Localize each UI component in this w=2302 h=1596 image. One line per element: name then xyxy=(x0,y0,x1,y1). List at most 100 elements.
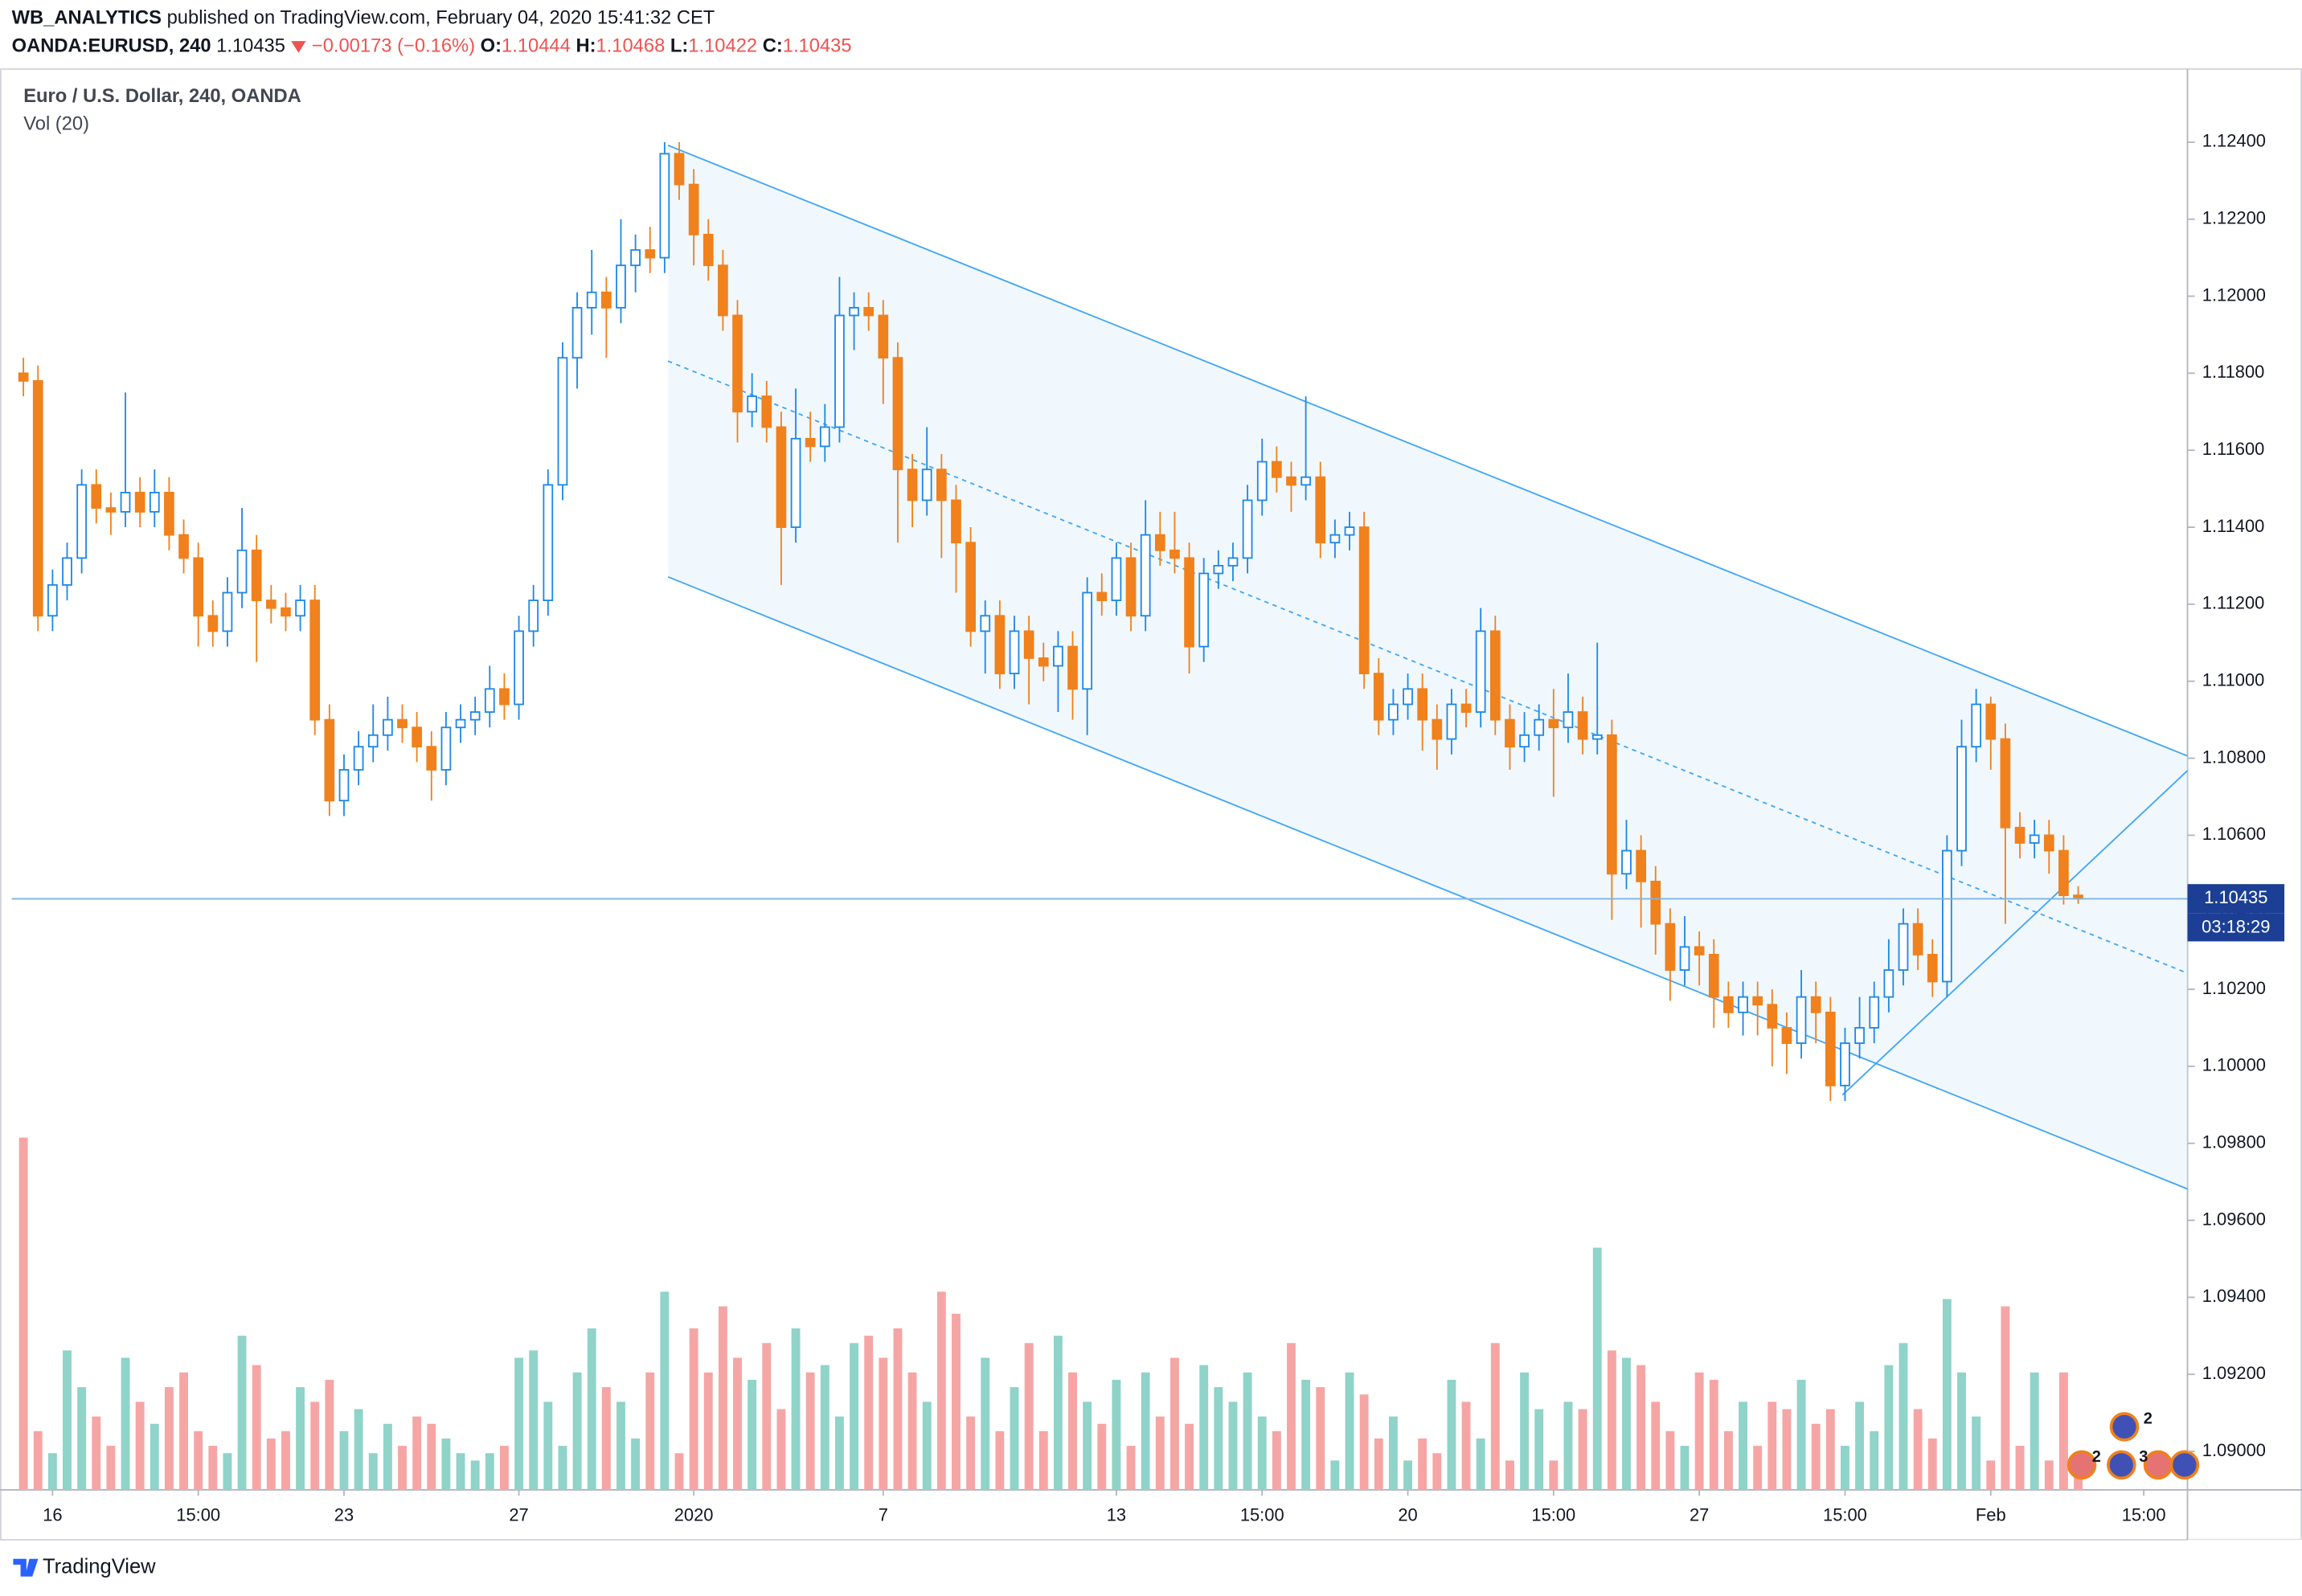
candle-body xyxy=(1198,572,1210,648)
volume-bar xyxy=(864,1336,874,1490)
candle-body xyxy=(1417,688,1428,721)
volume-bar xyxy=(237,1336,247,1490)
volume-bar xyxy=(1825,1409,1835,1490)
volume-bar xyxy=(1520,1372,1530,1490)
last-price-label: 1.10435 xyxy=(2204,887,2267,907)
candle-body xyxy=(645,249,656,259)
event-icon xyxy=(2143,1450,2173,1480)
candle-body xyxy=(309,600,321,721)
candle-body xyxy=(397,718,408,729)
volume-bar xyxy=(1578,1409,1587,1490)
candle-body xyxy=(440,726,452,771)
trend-line xyxy=(1841,770,2189,1096)
y-tick-label: 1.09800 xyxy=(2202,1132,2266,1152)
candle-body xyxy=(1708,953,1719,998)
y-tick-label: 1.11800 xyxy=(2202,362,2265,382)
volume-bar xyxy=(1505,1460,1514,1490)
volume-bar xyxy=(703,1372,713,1490)
candle-body xyxy=(1272,460,1282,478)
x-tick-label: 15:00 xyxy=(1240,1505,1284,1525)
volume-bar xyxy=(1359,1394,1369,1490)
volume-bar xyxy=(354,1409,363,1490)
volume-bar xyxy=(631,1438,641,1490)
chart-frame xyxy=(0,68,2302,1541)
volume-bar xyxy=(1185,1423,1194,1490)
candle-body xyxy=(1665,923,1676,971)
candle-body xyxy=(2043,834,2054,852)
candle-body xyxy=(761,395,772,428)
x-tick-label: 15:00 xyxy=(1823,1505,1867,1525)
candle-body xyxy=(543,484,554,602)
volume-bar xyxy=(762,1343,772,1490)
symbol: OANDA:EURUSD, 240 xyxy=(12,36,211,57)
candle-body xyxy=(2000,738,2011,829)
candle-body xyxy=(134,492,145,513)
candle-body xyxy=(1505,718,1515,748)
candle-body xyxy=(499,688,510,706)
volume-bar xyxy=(47,1453,57,1490)
volume-bar xyxy=(850,1343,859,1490)
candle-body xyxy=(1854,1027,1865,1045)
candle-body xyxy=(1912,923,1923,956)
candle-body xyxy=(1738,996,1748,1013)
candle-body xyxy=(1825,1011,1836,1087)
volume-bar xyxy=(1447,1379,1456,1490)
volume-bar xyxy=(1986,1460,1996,1490)
candle-body xyxy=(907,469,918,501)
candle-body xyxy=(149,492,160,513)
volume-label: Vol (20) xyxy=(23,114,89,135)
y-tick-label: 1.09400 xyxy=(2202,1286,2266,1306)
x-tick-label: Feb xyxy=(1976,1505,2006,1525)
volume-bar xyxy=(1651,1402,1661,1490)
x-tick-label: 27 xyxy=(1690,1505,1709,1525)
volume-bar xyxy=(1272,1430,1281,1490)
volume-bar xyxy=(922,1402,932,1490)
volume-bar xyxy=(252,1365,261,1490)
candle-body xyxy=(1096,591,1108,602)
volume-bar xyxy=(1155,1416,1165,1490)
candle-body xyxy=(1432,718,1443,740)
volume-bar xyxy=(1476,1438,1485,1490)
candle-body xyxy=(1942,849,1952,983)
y-tick-label: 1.10800 xyxy=(2202,747,2266,767)
volume-bar xyxy=(33,1430,43,1490)
y-tick-label: 1.10600 xyxy=(2202,824,2266,844)
volume-bar xyxy=(529,1350,539,1490)
candle-body xyxy=(1053,645,1063,667)
volume-bar xyxy=(310,1402,320,1490)
candle-body xyxy=(805,437,816,448)
volume-bar xyxy=(63,1350,72,1490)
candle-body xyxy=(1111,557,1122,602)
published: published on TradingView.com, February 0… xyxy=(167,8,715,29)
candle-body xyxy=(383,718,393,736)
volume-bar xyxy=(718,1306,727,1490)
volume-bar xyxy=(820,1365,829,1490)
volume-bar xyxy=(1432,1453,1442,1490)
chart-title: Euro / U.S. Dollar, 240, OANDA xyxy=(23,86,301,107)
last-price-box xyxy=(2187,884,2285,914)
volume-bar xyxy=(1870,1430,1879,1490)
x-tick-label: 13 xyxy=(1107,1505,1126,1525)
volume-bar xyxy=(164,1387,174,1490)
candle-body xyxy=(251,549,262,602)
candle-body xyxy=(338,769,350,802)
low-label: L: xyxy=(670,36,688,57)
volume-bar xyxy=(543,1402,553,1490)
candle-body xyxy=(616,264,626,309)
volume-bar xyxy=(1563,1402,1573,1490)
brand-logo xyxy=(13,1558,39,1577)
candle-body xyxy=(324,718,335,802)
candle-body xyxy=(105,507,117,513)
volume-bar xyxy=(1316,1387,1325,1490)
volume-bar xyxy=(733,1357,742,1490)
candle-body xyxy=(469,711,481,721)
volume-bar xyxy=(1855,1402,1865,1490)
candle-body xyxy=(528,600,539,632)
corner xyxy=(2187,1540,2302,1596)
volume-bar xyxy=(1097,1423,1107,1490)
candle-body xyxy=(659,153,670,259)
volume-bar xyxy=(1665,1430,1675,1490)
down-arrow xyxy=(291,41,306,53)
event-icon xyxy=(2169,1450,2200,1480)
candle-body xyxy=(1796,996,1807,1045)
